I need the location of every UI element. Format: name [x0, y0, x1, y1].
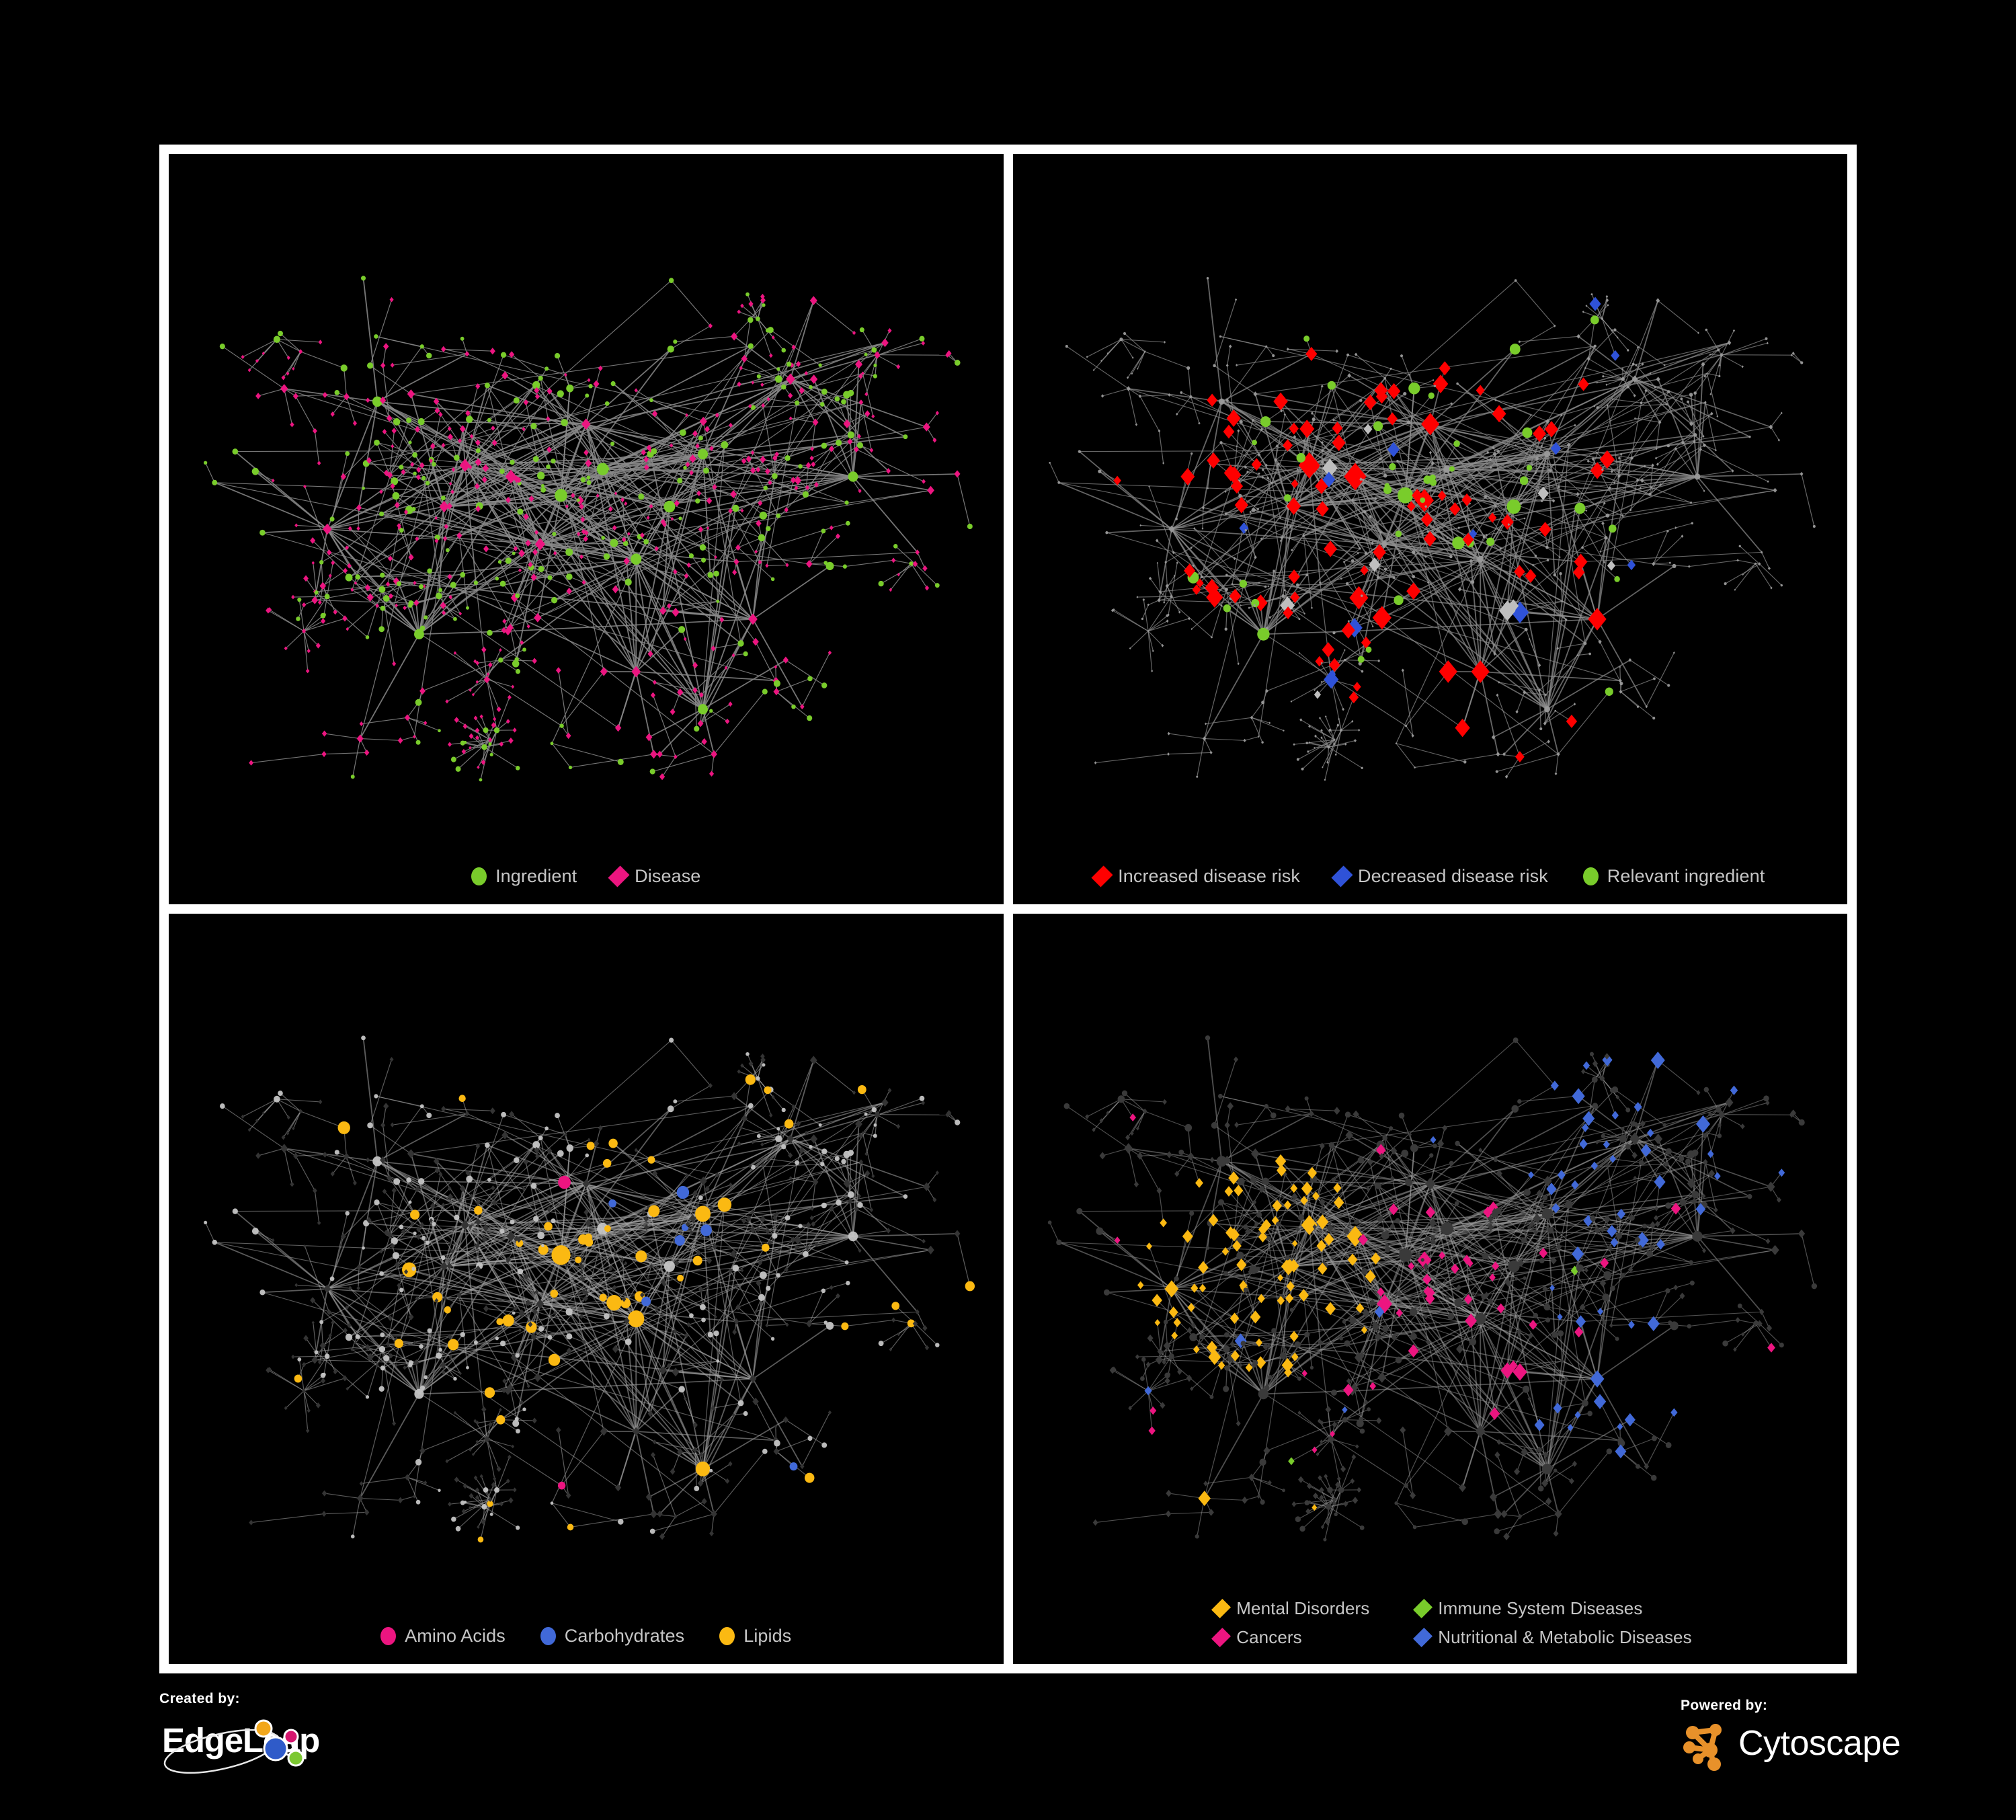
network-graph-1 — [203, 276, 973, 782]
powered-by-kicker: Powered by: — [1681, 1698, 1768, 1713]
cytoscape-wordmark: Cytoscape — [1738, 1724, 1901, 1763]
panel-disease-risk[interactable]: Increased disease risk Decreased disease… — [1012, 154, 1848, 904]
panel-ingredient-class[interactable]: Amino Acids Carbohydrates Lipids — [169, 914, 1004, 1664]
cytoscape-graph-icon — [1683, 1724, 1722, 1771]
cytoscape-logo[interactable]: Powered by: — [1681, 1698, 1976, 1792]
network-graph-3 — [204, 1035, 975, 1543]
network-canvas-3[interactable] — [169, 914, 1004, 1664]
network-canvas-4[interactable] — [1013, 914, 1848, 1664]
edgeleap-logo[interactable]: Created by: EdgeLeap — [159, 1691, 428, 1792]
network-canvas-2[interactable] — [1013, 154, 1848, 904]
panel-ingredient-disease[interactable]: Ingredient Disease — [169, 154, 1004, 904]
footer: Created by: EdgeLeap Powered by: — [0, 1677, 2016, 1820]
panel-grid: Ingredient Disease Increased disease ris… — [159, 145, 1857, 1673]
edgeleap-network-icon — [163, 1719, 305, 1774]
network-canvas-1[interactable] — [169, 154, 1004, 904]
created-by-kicker: Created by: — [159, 1691, 240, 1706]
panel-disease-class[interactable]: Mental Disorders Immune System Diseases … — [1012, 914, 1848, 1664]
network-graph-4 — [1047, 1035, 1817, 1542]
network-graph-2 — [1048, 276, 1816, 781]
